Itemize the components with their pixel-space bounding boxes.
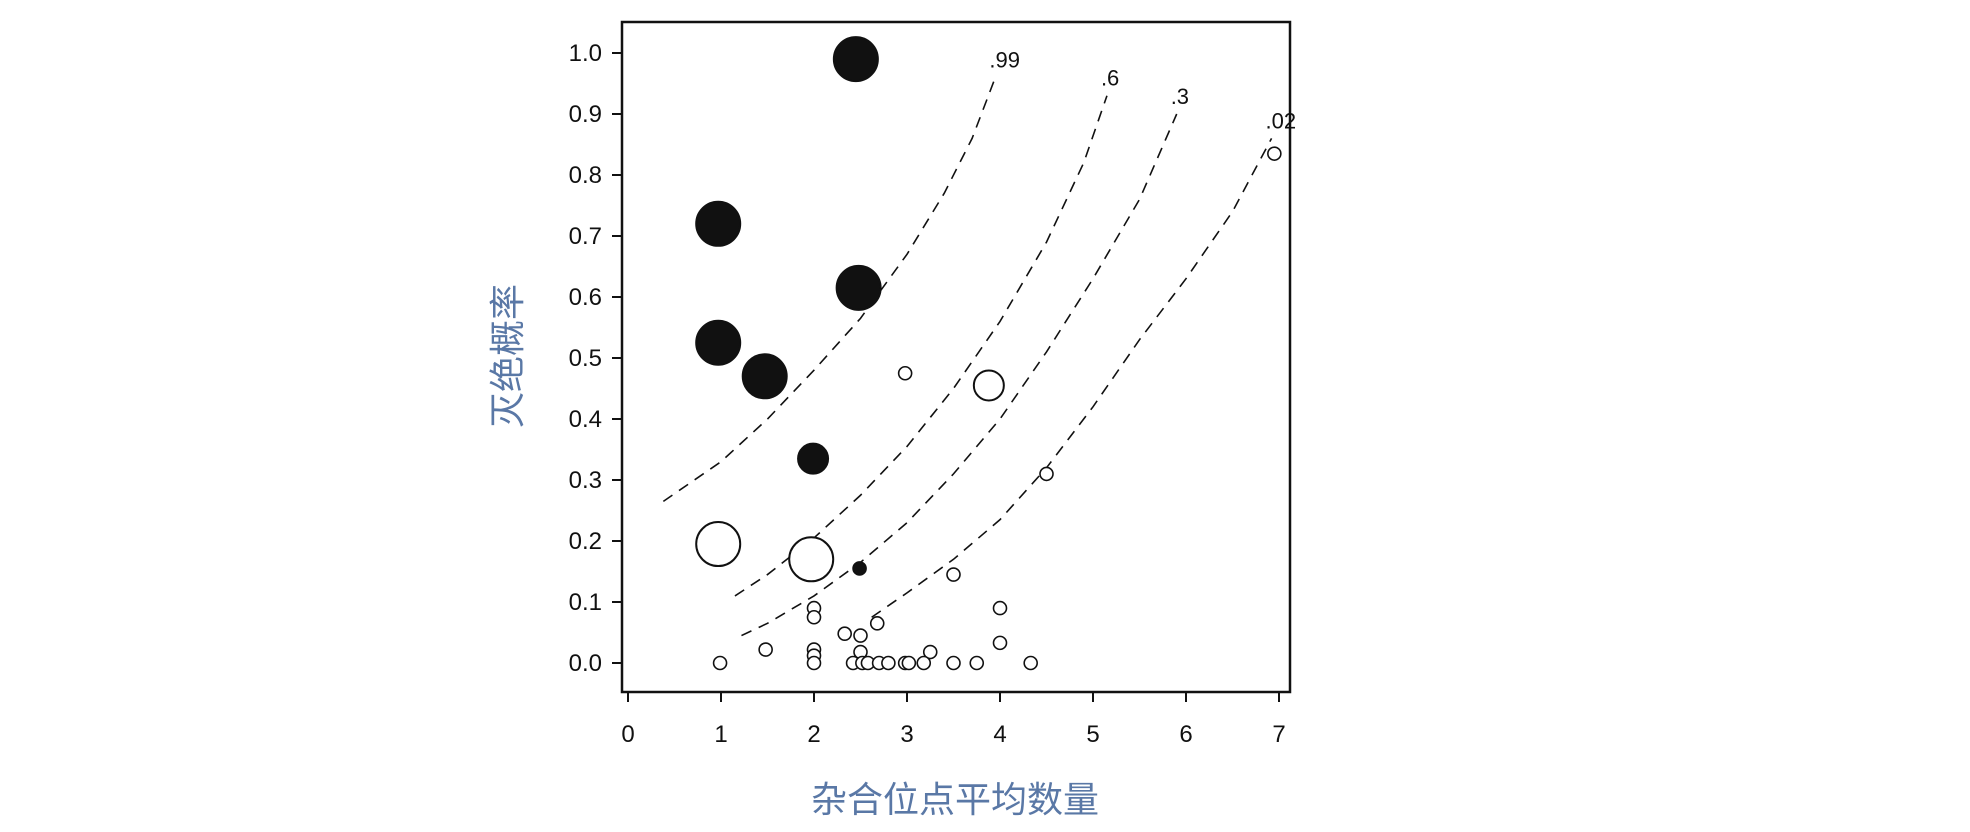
- hollow-point: [992, 600, 1008, 616]
- hollow-point: [806, 655, 822, 671]
- filled-point: [741, 353, 788, 400]
- x-axis-title: 杂合位点平均数量: [811, 780, 1099, 821]
- hollow-point: [969, 655, 985, 671]
- curve-label: .99: [989, 47, 1020, 72]
- hollow-point: [1267, 146, 1282, 161]
- y-tick-label: 0.1: [569, 589, 602, 616]
- curve-label: .3: [1171, 84, 1189, 109]
- y-tick-label: 0.3: [569, 467, 602, 494]
- curve-p6: [734, 95, 1108, 597]
- filled-point: [797, 442, 830, 475]
- hollow-point: [853, 628, 868, 643]
- hollow-point: [758, 642, 773, 657]
- y-tick-label: 0.9: [569, 101, 602, 128]
- filled-point: [695, 200, 742, 247]
- hollow-point: [788, 536, 835, 583]
- x-tick-label: 4: [993, 721, 1006, 748]
- hollow-point: [712, 655, 728, 671]
- curve-p02: [871, 138, 1273, 618]
- hollow-point: [901, 655, 917, 671]
- probability-curves: .99 .6 .3 .02: [662, 47, 1297, 637]
- filled-point: [835, 264, 882, 311]
- hollow-point: [837, 626, 852, 642]
- x-axis: 0 1 2 3 4 5 6 7: [621, 692, 1286, 748]
- y-tick-label: 1.0: [569, 40, 602, 67]
- y-axis: 0.0 0.1 0.2 0.3 0.4 0.5 0.6 0.7 0.8 0.9 1.0: [569, 40, 622, 677]
- filled-point: [832, 36, 879, 83]
- hollow-point: [1039, 466, 1054, 482]
- x-tick-label: 7: [1272, 721, 1285, 748]
- hollow-point: [897, 365, 913, 381]
- y-tick-label: 0.2: [569, 528, 602, 555]
- hollow-point: [972, 369, 1005, 402]
- hollow-point: [916, 655, 932, 671]
- hollow-point: [695, 521, 742, 568]
- hollow-point: [946, 655, 961, 671]
- x-tick-label: 6: [1179, 721, 1192, 748]
- hollow-point: [992, 635, 1008, 651]
- y-tick-label: 0.6: [569, 284, 602, 311]
- x-tick-label: 0: [621, 721, 634, 748]
- data-points: [695, 36, 1282, 671]
- y-tick-label: 0.7: [569, 223, 602, 250]
- curve-label: .6: [1101, 66, 1119, 91]
- hollow-point: [881, 655, 896, 671]
- curve-p3: [741, 113, 1178, 637]
- hollow-point: [946, 567, 961, 582]
- hollow-point: [922, 644, 938, 660]
- y-tick-label: 0.5: [569, 345, 602, 372]
- x-tick-label: 2: [807, 721, 820, 748]
- filled-point: [852, 561, 867, 576]
- hollow-point: [1023, 655, 1038, 671]
- filled-point: [695, 319, 742, 366]
- curve-p99: [662, 77, 997, 503]
- y-axis-title: 灭绝概率: [488, 284, 529, 428]
- hollow-point: [869, 616, 885, 631]
- x-tick-label: 1: [714, 721, 727, 748]
- x-tick-label: 5: [1086, 721, 1099, 748]
- y-tick-label: 0.4: [569, 406, 602, 433]
- y-tick-label: 0.0: [569, 650, 602, 677]
- hollow-point: [806, 609, 822, 625]
- y-tick-label: 0.8: [569, 162, 602, 189]
- curve-label: .02: [1266, 108, 1297, 133]
- x-tick-label: 3: [900, 721, 913, 748]
